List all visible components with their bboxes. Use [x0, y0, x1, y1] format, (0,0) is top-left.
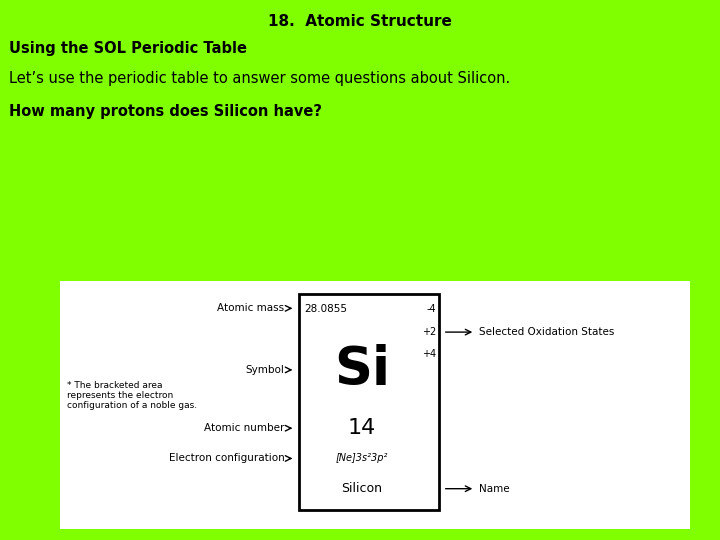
Text: [Ne]3s²3p²: [Ne]3s²3p² [336, 454, 388, 463]
Text: +4: +4 [422, 349, 436, 360]
Text: Atomic number: Atomic number [204, 423, 284, 433]
Text: 28.0855: 28.0855 [305, 304, 348, 314]
Bar [60, 281, 690, 529]
Text: +2: +2 [422, 327, 436, 337]
Text: Symbol: Symbol [246, 365, 284, 375]
Text: * The bracketed area
represents the electron
configuration of a noble gas.: * The bracketed area represents the elec… [67, 381, 197, 410]
Text: Let’s use the periodic table to answer some questions about Silicon.: Let’s use the periodic table to answer s… [9, 71, 510, 86]
Text: Name: Name [479, 484, 510, 494]
Text: Electron configuration: Electron configuration [168, 454, 284, 463]
Text: How many protons does Silicon have?: How many protons does Silicon have? [9, 104, 322, 119]
Text: Si: Si [334, 344, 390, 396]
Text: Silicon: Silicon [341, 482, 382, 495]
Text: 14: 14 [348, 418, 376, 438]
Text: Selected Oxidation States: Selected Oxidation States [479, 327, 614, 337]
Text: -4: -4 [427, 304, 436, 314]
Text: Using the SOL Periodic Table: Using the SOL Periodic Table [9, 40, 247, 56]
Text: 18.  Atomic Structure: 18. Atomic Structure [268, 14, 452, 29]
Bar [299, 294, 439, 510]
Text: Atomic mass: Atomic mass [217, 303, 284, 313]
